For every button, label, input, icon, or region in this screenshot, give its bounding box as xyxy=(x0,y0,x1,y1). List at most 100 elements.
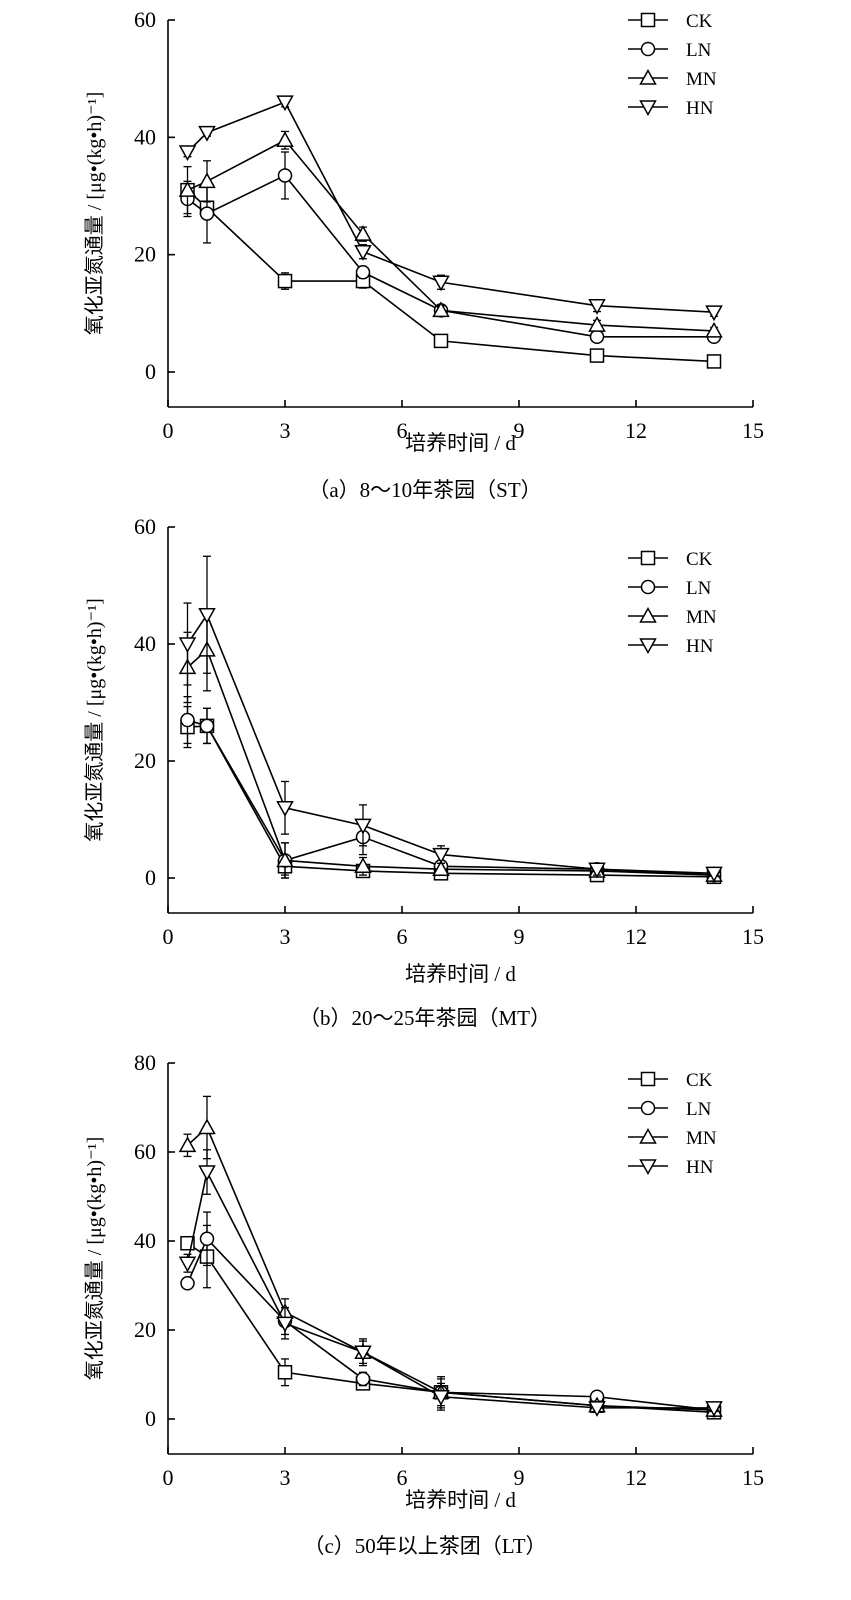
y-tick-label: 20 xyxy=(134,748,156,773)
data-point xyxy=(589,329,605,345)
x-tick-label: 0 xyxy=(163,418,174,443)
data-point xyxy=(354,244,372,261)
data-point xyxy=(589,348,605,363)
data-point xyxy=(277,1365,293,1380)
x-tick-label: 15 xyxy=(742,1465,764,1490)
legend-marker xyxy=(639,638,657,655)
data-point xyxy=(432,1390,450,1406)
y-tick-label: 20 xyxy=(134,242,156,267)
legend-item-HN: HN xyxy=(628,636,714,657)
legend-marker xyxy=(640,1100,656,1116)
x-axis-label: 培养时间 / d xyxy=(405,962,516,986)
x-axis-label: 培养时间 / d xyxy=(405,1488,516,1512)
data-point xyxy=(178,181,197,197)
data-point xyxy=(705,1401,723,1417)
data-point xyxy=(198,125,216,142)
x-tick-label: 9 xyxy=(514,1465,525,1490)
chart-panel-3: 0 20 40 60 80 0 3 6 9 12 15 培养时间 / d 氧化亚氮通量 / [μg•(k… xyxy=(83,1050,764,1558)
legend-item-CK: CK xyxy=(628,11,713,32)
series-MN xyxy=(178,1095,723,1417)
legend-label: CK xyxy=(686,1070,713,1091)
y-axis-label: 氧化亚氮通量 / [μg•(kg•h)⁻¹] xyxy=(83,1137,106,1380)
legend-item-CK: CK xyxy=(628,1070,713,1091)
legend-label: HN xyxy=(686,636,714,657)
data-point xyxy=(354,857,372,874)
legend-item-MN: MN xyxy=(628,1127,717,1149)
data-point xyxy=(276,851,294,868)
series-MN xyxy=(178,608,723,882)
figure-caption: （c）50年以上茶团（LT） xyxy=(303,1534,546,1558)
legend-label: CK xyxy=(686,11,713,32)
x-tick-label: 0 xyxy=(163,1465,174,1490)
data-point xyxy=(277,273,293,289)
legend-marker xyxy=(639,68,657,85)
data-point xyxy=(354,1345,372,1362)
data-point xyxy=(180,1276,195,1291)
series-LN xyxy=(180,151,722,345)
x-tick-label: 6 xyxy=(397,924,408,949)
series-line xyxy=(187,725,715,878)
data-point xyxy=(354,818,372,835)
series-line xyxy=(186,1169,714,1409)
y-tick-label: 20 xyxy=(134,1317,156,1342)
x-tick-label: 3 xyxy=(280,924,291,949)
series-line xyxy=(186,1237,715,1411)
figure-caption: （b）20～25年茶园（MT） xyxy=(299,1006,551,1030)
data-point xyxy=(178,145,197,162)
data-point xyxy=(198,172,216,189)
data-point xyxy=(277,168,293,183)
series-CK xyxy=(180,705,722,885)
x-tick-label: 3 xyxy=(280,418,291,443)
legend-item-MN: MN xyxy=(628,606,717,628)
series-HN xyxy=(178,1149,723,1417)
data-point xyxy=(198,608,216,624)
series-HN xyxy=(178,95,723,322)
legend-marker xyxy=(640,1071,656,1087)
y-tick-label: 40 xyxy=(134,631,156,656)
y-axis-label: 氧化亚氮通量 / [μg•(kg•h)⁻¹] xyxy=(83,598,106,841)
legend-label: LN xyxy=(686,578,712,599)
legend-item-LN: LN xyxy=(628,1099,712,1120)
chart-panel-1: 0 20 40 60 0 3 6 9 12 15 培养时间 / d 氧化亚氮通量 / [μg•(kg•… xyxy=(83,7,764,502)
series-LN xyxy=(180,1211,722,1418)
y-tick-label: 0 xyxy=(145,865,156,890)
y-tick-label: 0 xyxy=(145,359,156,384)
x-tick-label: 3 xyxy=(280,1465,291,1490)
x-tick-label: 6 xyxy=(397,1465,408,1490)
data-point xyxy=(432,860,450,876)
chart-panel-2: 0 20 40 60 0 3 6 9 12 15 培养时间 / d 氧化亚氮通量 / [μg•(kg•… xyxy=(83,514,764,1030)
data-point xyxy=(178,637,197,654)
y-tick-label: 60 xyxy=(134,1139,156,1164)
legend-label: HN xyxy=(686,1157,714,1178)
x-tick-label: 6 xyxy=(397,418,408,443)
data-point xyxy=(198,1165,216,1182)
series-MN xyxy=(178,130,723,338)
data-point xyxy=(588,316,606,332)
data-point xyxy=(432,301,450,318)
series-LN xyxy=(180,696,722,883)
data-point xyxy=(432,275,450,292)
y-tick-label: 60 xyxy=(134,514,156,539)
series-line xyxy=(187,174,714,338)
legend-marker xyxy=(640,12,656,28)
data-point xyxy=(178,1256,197,1273)
data-point xyxy=(180,712,195,728)
y-tick-label: 80 xyxy=(134,1050,156,1075)
data-point xyxy=(276,131,294,148)
legend-marker xyxy=(640,41,656,57)
data-point xyxy=(705,305,723,322)
legend-item-HN: HN xyxy=(628,1157,714,1178)
legend-item-LN: LN xyxy=(628,578,712,599)
data-point xyxy=(355,1371,371,1387)
legend-marker xyxy=(639,1127,657,1144)
x-tick-label: 9 xyxy=(514,418,525,443)
series-line xyxy=(187,719,715,876)
data-point xyxy=(705,321,723,338)
legend-item-HN: HN xyxy=(628,98,714,119)
series-CK xyxy=(180,182,722,369)
data-point xyxy=(706,354,722,369)
data-point xyxy=(354,225,372,241)
series-line xyxy=(186,101,715,313)
data-point xyxy=(199,206,215,221)
series-HN xyxy=(178,555,723,883)
